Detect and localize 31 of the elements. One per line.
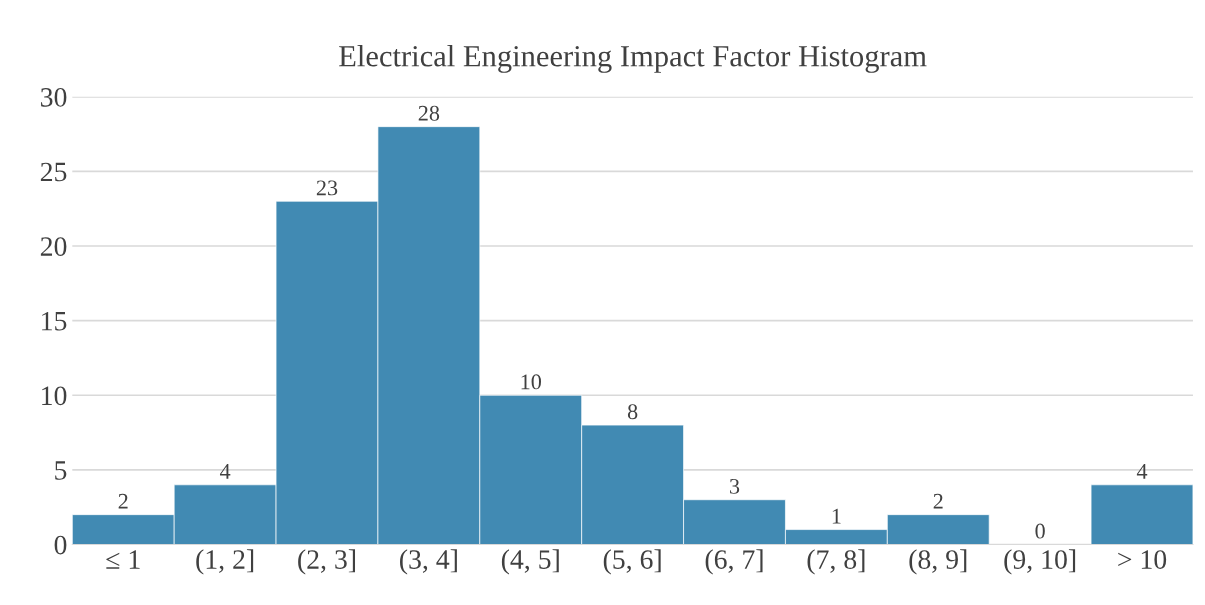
x-tick-label: ≤ 1 [106,550,140,569]
data-label: 8 [627,404,638,420]
y-tick-label: 0 [54,535,67,555]
data-label: 10 [521,374,542,390]
x-tick-label: (3, 4] [400,549,457,575]
x-tick-label: (5, 6] [603,549,661,575]
x-tick-label: (7, 8] [807,549,865,575]
y-tick-label: 15 [42,311,67,331]
x-tick-label: (8, 9] [909,549,967,575]
x-tick-label: > 10 [1118,550,1167,569]
y-tick-label: 25 [40,162,67,182]
y-tick-label: 20 [40,237,67,256]
y-tick-label: 5 [55,461,67,480]
x-tick-label: (2, 3] [298,549,356,575]
data-label: 4 [1136,464,1148,479]
x-tick-label: (6, 7] [705,549,763,575]
data-label: 2 [933,493,943,509]
data-label: 28 [418,105,440,121]
x-tick-label: (9, 10] [1004,549,1076,575]
data-label: 4 [219,464,231,479]
x-tick-label: (4, 5] [501,549,559,575]
chart-title: Electrical Engineering Impact Factor Histogram [339,45,927,73]
data-label: 3 [730,478,740,494]
y-tick-label: 30 [40,87,67,107]
y-tick-label: 10 [42,386,67,406]
x-tick-label: (1, 2] [196,549,254,575]
data-label: 2 [118,493,128,509]
data-label: 0 [1035,523,1045,539]
bar [1090,484,1193,545]
data-label: 23 [316,180,338,196]
data-label: 1 [832,508,841,524]
